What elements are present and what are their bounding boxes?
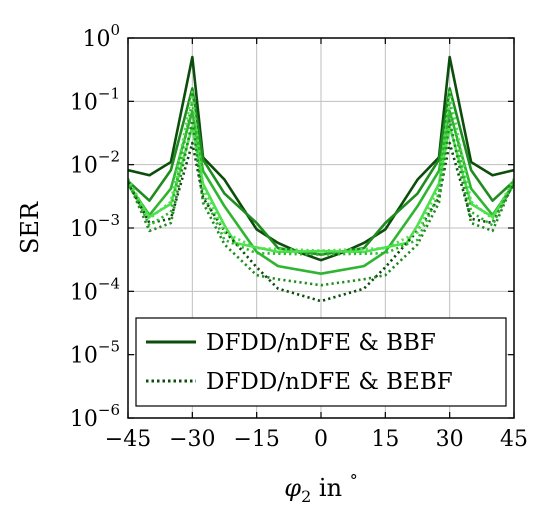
axis-ticks [127,37,515,419]
y-tick-label: 10−2 [70,148,120,179]
x-axis-label: φ2 in ° [284,471,357,506]
y-tick-label: 10−3 [70,211,120,242]
x-tick-label: −45 [105,427,151,452]
x-tick-label: 0 [314,427,328,452]
series-line-solid-3 [128,125,514,254]
series-line-solid-1 [128,87,514,256]
y-tick-label: 100 [82,21,120,52]
series-line-solid-0 [128,55,514,262]
y-tick-label: 10−4 [70,274,120,305]
y-tick-label: 10−5 [70,338,120,369]
x-tick-label: 30 [436,427,464,452]
x-axis-suffix: in [311,474,349,502]
x-tick-label: −30 [169,427,215,452]
x-axis-degree: ° [350,471,358,490]
legend-label-bebf: DFDD/nDFE & BEBF [206,369,453,395]
y-tick-label: 10−1 [70,84,120,115]
series-layer [128,55,514,303]
x-tick-labels: −45 −30 −15 0 15 30 45 [105,427,528,452]
y-tick-label: 10−6 [70,401,120,432]
legend-box [135,317,507,407]
legend: DFDD/nDFE & BBF DFDD/nDFE & BEBF [135,317,507,407]
legend-label-bbf: DFDD/nDFE & BBF [206,330,436,356]
x-tick-label: 15 [371,427,399,452]
x-tick-label: 45 [500,427,528,452]
x-axis-subscript: 2 [301,487,311,506]
y-tick-labels: 100 10−1 10−2 10−3 10−4 10−5 10−6 [70,21,120,432]
series-line-dotted-7 [128,90,514,252]
y-axis-label: SER [16,201,44,254]
x-axis-symbol: φ [284,474,301,502]
x-tick-label: −15 [233,427,279,452]
series-line-dotted-4 [128,141,514,303]
series-line-dotted-5 [128,119,514,287]
